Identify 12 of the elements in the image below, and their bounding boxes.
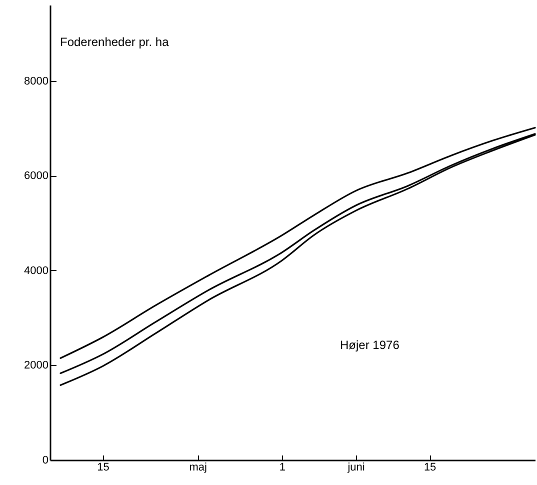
x-tick-label: juni [346,462,365,474]
x-tick-label: 1 [279,462,286,474]
x-tick-label: 15 [424,462,436,474]
x-tick-label: maj [189,462,207,474]
y-tick-label: 4000 [24,264,48,277]
y-tick-label: 0 [42,454,48,466]
y-tick-label: 8000 [24,75,48,88]
y-tick-label: 6000 [24,170,48,182]
y-axis-title: Foderenheder pr. ha [60,35,170,49]
x-tick-label: 15 [97,462,110,474]
y-tick-label: 2000 [24,360,48,372]
annotation: Højer 1976 [340,338,400,352]
